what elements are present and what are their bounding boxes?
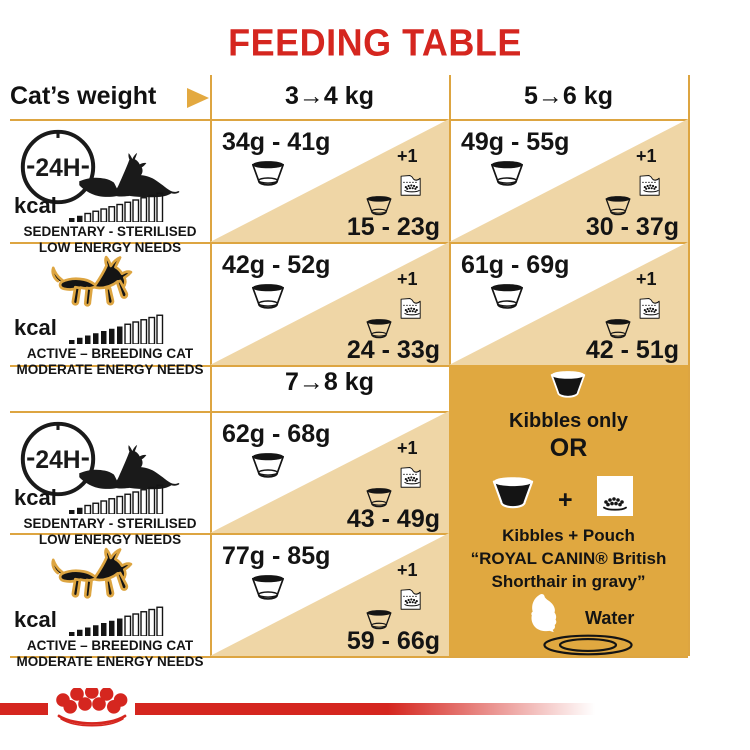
svg-text:24H: 24H [35,447,80,474]
svg-text:24H: 24H [35,155,80,182]
